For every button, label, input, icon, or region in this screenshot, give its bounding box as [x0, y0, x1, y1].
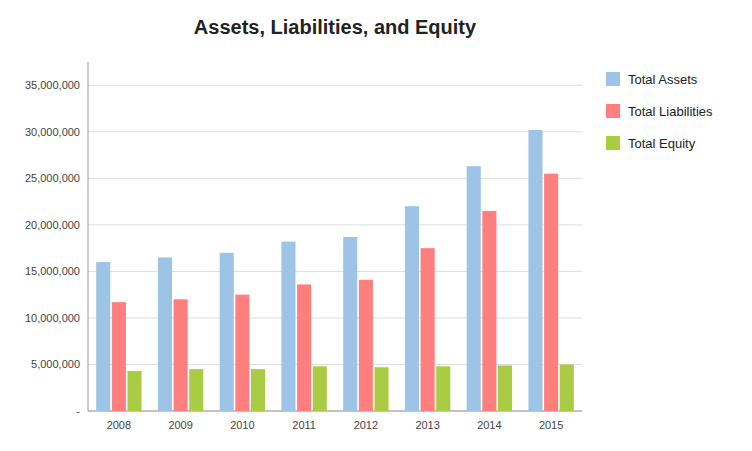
- bar: [560, 364, 574, 411]
- bar: [374, 367, 388, 411]
- x-tick-label: 2012: [354, 419, 378, 431]
- bar: [421, 248, 435, 411]
- x-tick-label: 2014: [477, 419, 501, 431]
- x-tick-label: 2011: [292, 419, 316, 431]
- legend-label: Total Assets: [628, 72, 698, 87]
- grid-line: [88, 178, 582, 179]
- x-tick-label: 2009: [168, 419, 192, 431]
- grid-line: [88, 85, 582, 86]
- grid-line: [88, 131, 582, 132]
- bar: [297, 284, 311, 411]
- bar: [498, 365, 512, 411]
- bar: [544, 174, 558, 411]
- legend-swatch: [606, 72, 620, 86]
- legend-label: Total Equity: [628, 136, 696, 151]
- bar: [482, 211, 496, 411]
- grid-line: [88, 224, 582, 225]
- bar: [189, 369, 203, 411]
- bar: [528, 130, 542, 411]
- x-tick-label: 2010: [230, 419, 254, 431]
- x-tick-label: 2008: [107, 419, 131, 431]
- bar: [220, 253, 234, 411]
- bar: [343, 237, 357, 411]
- y-tick-label: -: [76, 405, 80, 417]
- y-tick-label: 30,000,000: [25, 126, 80, 138]
- bar: [112, 302, 126, 411]
- bar: [313, 366, 327, 411]
- bar: [405, 206, 419, 411]
- y-tick-label: 10,000,000: [25, 312, 80, 324]
- y-tick-label: 20,000,000: [25, 219, 80, 231]
- bar: [127, 371, 141, 411]
- bar: [235, 295, 249, 411]
- y-axis-line: [88, 62, 89, 411]
- chart-svg: Assets, Liabilities, and Equity - 5,000,00…: [0, 0, 752, 451]
- y-tick-label: 25,000,000: [25, 172, 80, 184]
- legend: Total Assets Total Liabilities Total Equit…: [606, 72, 713, 151]
- bar: [467, 166, 481, 411]
- chart-container: Assets, Liabilities, and Equity - 5,000,00…: [0, 0, 752, 451]
- bar: [96, 262, 110, 411]
- bar: [281, 242, 295, 411]
- legend-swatch: [606, 136, 620, 150]
- bar: [359, 280, 373, 411]
- x-tick-label: 2013: [415, 419, 439, 431]
- axes: - 5,000,000 10,000,000 15,000,000 20,000,000…: [25, 62, 582, 431]
- bar: [158, 257, 172, 411]
- legend-label: Total Liabilities: [628, 104, 713, 119]
- bar: [251, 369, 265, 411]
- y-tick-label: 15,000,000: [25, 265, 80, 277]
- chart-title: Assets, Liabilities, and Equity: [194, 16, 477, 38]
- grid: [88, 85, 582, 411]
- bar: [436, 366, 450, 411]
- x-tick-label: 2015: [539, 419, 563, 431]
- y-tick-label: 5,000,000: [31, 358, 80, 370]
- legend-swatch: [606, 104, 620, 118]
- y-tick-label: 35,000,000: [25, 79, 80, 91]
- bars: [96, 130, 574, 411]
- bar: [174, 299, 188, 411]
